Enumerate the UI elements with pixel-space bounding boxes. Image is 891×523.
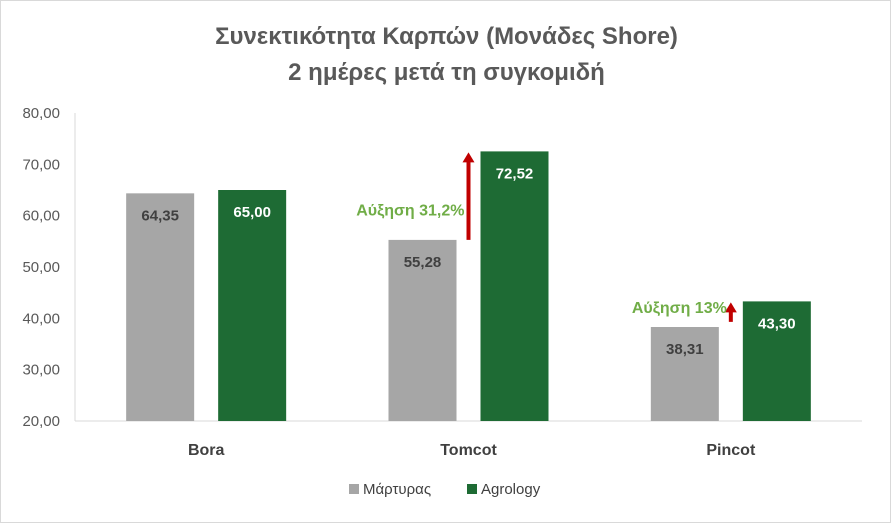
y-tick-label: 40,00 [22, 310, 60, 327]
data-label: 72,52 [496, 165, 534, 182]
increase-arrow-head [724, 302, 737, 313]
bar-agrology [480, 151, 549, 421]
chart-subtitle: 2 ημέρες μετά τη συγκομιδή [288, 59, 605, 86]
increase-annotation: Αύξηση 31,2% [356, 203, 464, 220]
legend-label: Agrology [481, 481, 541, 498]
x-tick-label: Bora [188, 442, 225, 459]
y-tick-label: 80,00 [22, 105, 60, 122]
bar-μάρτυρας [650, 327, 719, 421]
data-label: 65,00 [233, 204, 271, 221]
data-label: 38,31 [666, 341, 704, 358]
y-tick-label: 30,00 [22, 362, 60, 379]
data-label: 43,30 [758, 315, 796, 332]
bar-μάρτυρας [388, 239, 457, 421]
increase-annotation: Αύξηση 13% [632, 300, 727, 317]
bar-agrology [218, 190, 287, 421]
x-tick-label: Tomcot [440, 442, 497, 459]
bar-μάρτυρας [126, 193, 195, 421]
x-tick-label: Pincot [706, 442, 756, 459]
legend-swatch-μάρτυρας [349, 484, 359, 494]
chart-title: Συνεκτικότητα Καρπών (Μονάδες Shore) [215, 23, 678, 50]
data-label: 55,28 [404, 254, 442, 271]
y-tick-label: 50,00 [22, 259, 60, 276]
data-label: 64,35 [141, 207, 179, 224]
y-tick-label: 60,00 [22, 208, 60, 225]
legend-label: Μάρτυρας [363, 481, 431, 498]
y-tick-label: 70,00 [22, 156, 60, 173]
y-tick-label: 20,00 [22, 413, 60, 430]
legend-swatch-agrology [467, 484, 477, 494]
bar-agrology [742, 301, 811, 421]
increase-arrow-head [462, 152, 475, 163]
